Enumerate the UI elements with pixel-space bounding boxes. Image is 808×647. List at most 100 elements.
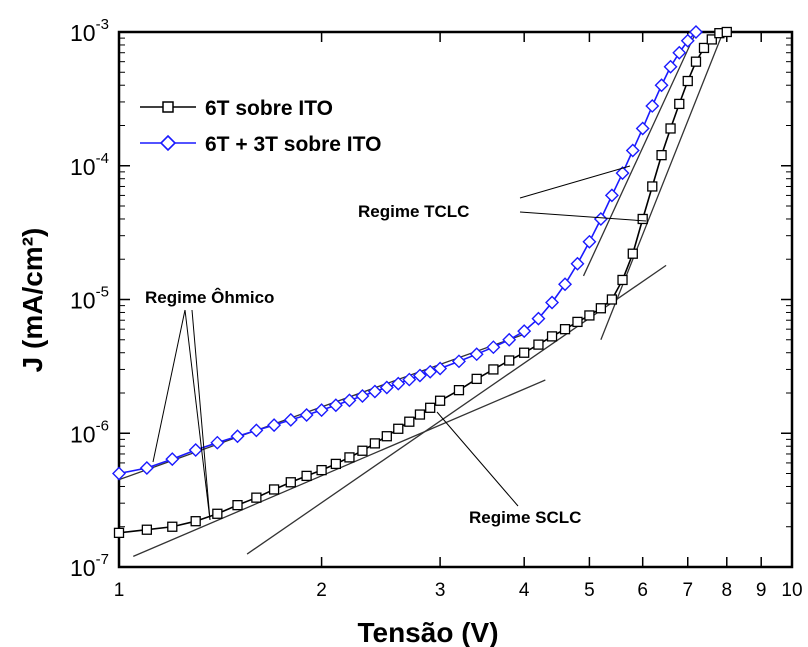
y-tick-label: 10-5 xyxy=(70,284,109,314)
annotation-pointer xyxy=(191,309,211,521)
data-point-6T3T xyxy=(112,466,126,481)
data-point-6T xyxy=(453,385,465,396)
data-point-6T xyxy=(113,527,125,539)
x-tick-label: 10 xyxy=(781,580,802,601)
x-tick-label: 1 xyxy=(114,580,125,601)
annotation-pointer xyxy=(519,211,647,222)
data-point-6T xyxy=(706,34,717,45)
data-point-6T3T xyxy=(486,340,501,355)
data-point-6T3T xyxy=(391,376,406,391)
data-point-6T xyxy=(330,458,342,470)
data-point-6T xyxy=(190,516,201,527)
data-point-6T xyxy=(393,423,404,434)
x-tick-label: 7 xyxy=(682,580,693,601)
annotation-pointer xyxy=(184,309,211,521)
data-point-6T xyxy=(674,98,685,110)
data-point-6T3T xyxy=(249,423,264,438)
legend: 6T sobre ITO 6T + 3T sobre ITO xyxy=(140,97,381,156)
data-point-6T3T xyxy=(469,347,484,362)
data-point-6T3T xyxy=(451,354,466,369)
data-point-6T xyxy=(721,26,732,38)
y-tick-label: 10-6 xyxy=(70,417,109,447)
data-point-6T xyxy=(647,181,658,192)
data-point-6T3T xyxy=(433,361,448,376)
data-point-6T3T xyxy=(299,407,314,422)
data-point-6T xyxy=(301,470,312,482)
data-point-6T3T xyxy=(663,59,678,74)
data-point-6T xyxy=(357,445,368,456)
data-point-6T3T xyxy=(502,332,517,347)
x-axis-title: Tensão (V) xyxy=(357,617,498,647)
annotation-pointer xyxy=(152,309,186,463)
data-series xyxy=(112,25,732,539)
x-tick-label: 9 xyxy=(756,580,767,601)
data-point-6T xyxy=(690,56,702,67)
data-point-6T3T xyxy=(672,45,687,60)
data-point-6T xyxy=(584,310,595,321)
y-tick-label: 10-7 xyxy=(70,551,109,581)
annotation-pointer xyxy=(436,411,519,507)
y-tick-exponent: -4 xyxy=(96,150,109,167)
annotations: Regime Ôhmico Regime TCLC Regime SCLC xyxy=(145,165,647,527)
data-point-6T3T xyxy=(615,166,630,181)
y-tick-exponent: -6 xyxy=(96,417,109,434)
data-point-6T xyxy=(572,316,583,328)
y-tick-exponent: -3 xyxy=(96,16,109,33)
data-point-6T3T xyxy=(558,277,573,292)
y-tick-exponent: -5 xyxy=(96,284,109,301)
legend-marker-square xyxy=(162,101,174,113)
data-point-6T xyxy=(232,500,243,511)
data-point-6T xyxy=(434,395,446,406)
data-point-6T3T xyxy=(342,393,357,408)
tick-labels: 1 2 3 4 5 6 7 8 9 10 10-7 10-6 10-5 10-4 10-3 xyxy=(70,16,803,601)
x-tick-label: 8 xyxy=(721,580,732,601)
data-point-6T3T xyxy=(267,418,282,433)
annotation-tclc: Regime TCLC xyxy=(358,202,469,221)
y-axis-title: J (mA/cm²) xyxy=(17,228,48,373)
data-point-6T3T xyxy=(680,33,695,48)
x-tick-label: 2 xyxy=(316,580,327,601)
data-point-6T xyxy=(665,123,676,134)
data-point-6T xyxy=(546,331,558,342)
y-tick-label: 10-3 xyxy=(70,16,109,46)
data-point-6T3T xyxy=(367,384,382,399)
data-point-6T3T xyxy=(165,452,180,467)
legend-label-6T3T: 6T + 3T sobre ITO xyxy=(205,133,381,156)
data-point-6T xyxy=(369,438,381,449)
data-point-6T xyxy=(141,524,153,535)
data-point-6T3T xyxy=(570,256,585,271)
data-point-6T xyxy=(268,484,280,495)
data-point-6T xyxy=(471,373,482,385)
data-point-6T3T xyxy=(517,324,532,339)
data-point-6T3T xyxy=(645,98,660,113)
data-point-6T3T xyxy=(283,412,298,427)
x-tick-label: 5 xyxy=(584,580,595,601)
data-point-6T3T xyxy=(210,435,225,450)
annotation-sclc: Regime SCLC xyxy=(469,508,581,527)
data-point-6T xyxy=(656,150,667,161)
tclc-fit-6T xyxy=(600,31,724,341)
data-point-6T xyxy=(316,464,327,476)
data-point-6T3T xyxy=(328,398,343,413)
data-point-6T xyxy=(488,364,499,375)
data-point-6T3T xyxy=(379,380,394,395)
legend-label-6T: 6T sobre ITO xyxy=(205,97,333,120)
data-point-6T xyxy=(698,42,710,54)
data-point-6T3T xyxy=(688,25,703,39)
data-point-6T3T xyxy=(139,460,154,475)
data-point-6T xyxy=(595,303,607,314)
data-point-6T xyxy=(606,294,618,305)
data-point-6T xyxy=(637,213,648,225)
legend-marker-diamond xyxy=(159,134,177,152)
data-point-6T xyxy=(212,508,223,519)
data-point-6T3T xyxy=(188,442,203,457)
data-point-6T3T xyxy=(230,429,245,444)
data-point-6T xyxy=(519,347,530,358)
data-point-6T3T xyxy=(545,295,560,310)
axes xyxy=(117,30,794,569)
data-point-6T3T xyxy=(625,143,640,158)
data-point-6T xyxy=(381,431,392,442)
data-point-6T xyxy=(344,452,355,463)
data-point-6T xyxy=(404,416,415,427)
